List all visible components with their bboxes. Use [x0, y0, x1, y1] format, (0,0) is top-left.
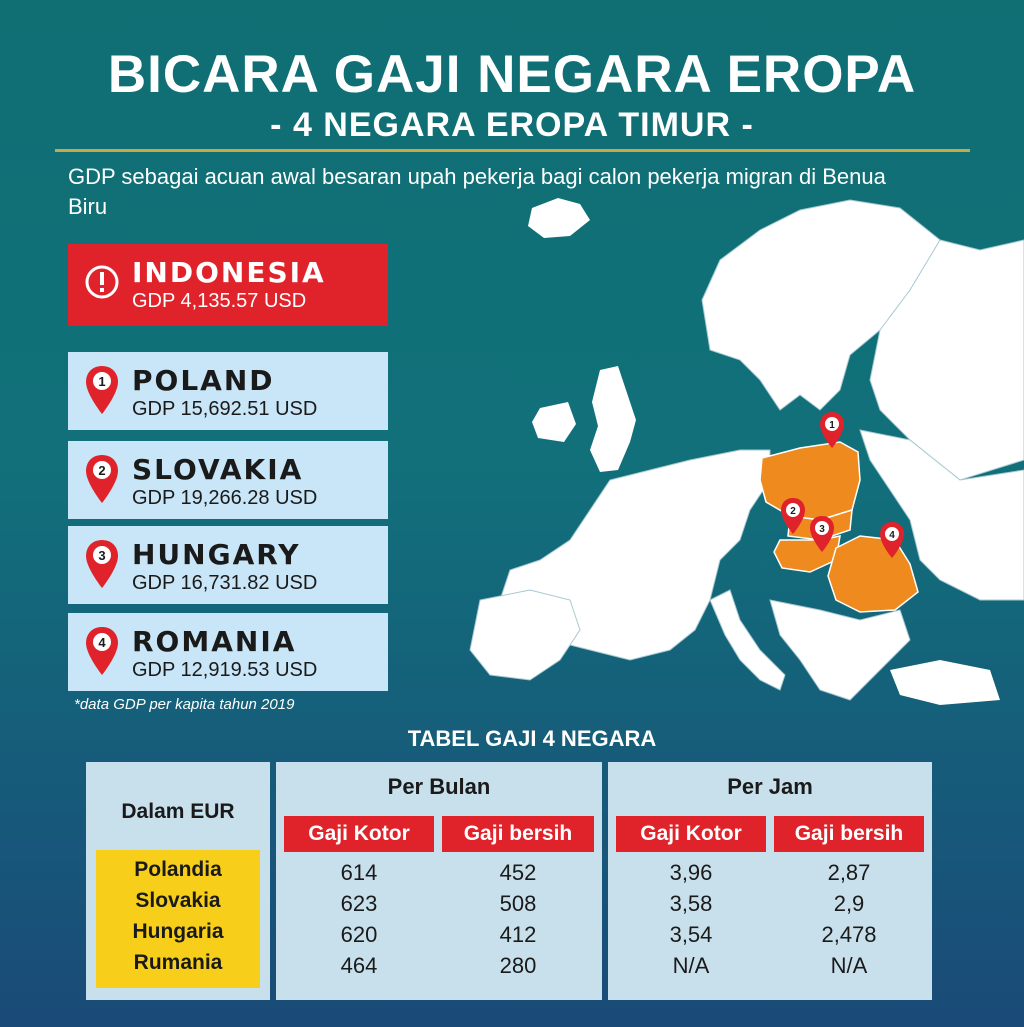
poland-shape	[759, 441, 861, 521]
italy-shape	[709, 589, 786, 691]
iberia-shape	[469, 589, 581, 681]
table-country: Rumania	[133, 951, 223, 974]
country-list: Polandia Slovakia Hungaria Rumania	[96, 850, 260, 988]
country-name: ROMANIA	[132, 625, 297, 658]
country-name: INDONESIA	[132, 256, 326, 289]
map-pin-number: 3	[819, 524, 825, 535]
period-heading: Per Bulan	[387, 774, 491, 799]
table-country: Hungaria	[132, 920, 224, 943]
intro-text: GDP sebagai acuan awal besaran upah peke…	[68, 164, 886, 219]
balkans-shape	[769, 599, 911, 701]
exclamation-icon	[85, 265, 119, 299]
map-pin-3: 3	[810, 516, 834, 552]
table-cell: 2,9	[833, 891, 865, 916]
europe-map: 1 2 3 4	[469, 198, 1024, 705]
country-gdp: GDP 12,919.53 USD	[132, 659, 318, 681]
hungary-card: 3 HUNGARY GDP 16,731.82 USD	[68, 526, 388, 604]
country-gdp: GDP 4,135.57 USD	[132, 290, 307, 312]
table-cell: 2,87	[827, 860, 871, 885]
column-header-net: Gaji bersih	[442, 816, 594, 852]
map-pin-2: 2	[781, 498, 805, 534]
footnote: *data GDP per kapita tahun 2019	[74, 696, 295, 713]
country-gdp: GDP 16,731.82 USD	[132, 572, 318, 594]
table-cell: 620	[340, 922, 378, 947]
northeast-shape	[869, 239, 1024, 481]
per-jam-panel: Per Jam Gaji Kotor Gaji bersih 3,96 2,87…	[608, 762, 932, 1000]
column-header-gross: Gaji Kotor	[616, 816, 766, 852]
map-pin-number: 2	[790, 506, 796, 517]
table-cell: 508	[499, 891, 537, 916]
divider	[55, 149, 970, 152]
indonesia-card: INDONESIA GDP 4,135.57 USD	[68, 244, 388, 326]
table-cell: 464	[340, 953, 378, 978]
country-gdp: GDP 15,692.51 USD	[132, 398, 318, 420]
ireland-shape	[532, 402, 576, 442]
table-cell: 2,478	[821, 922, 877, 947]
table-cell: 412	[499, 922, 537, 947]
uk-shape	[590, 366, 636, 472]
romania-shape	[827, 535, 919, 613]
country-gdp: GDP 19,266.28 USD	[132, 487, 318, 509]
country-name: HUNGARY	[132, 538, 301, 571]
map-pin-1: 1	[820, 412, 844, 448]
table-cell: 623	[340, 891, 378, 916]
table-cell: 280	[499, 953, 537, 978]
table-country: Polandia	[134, 858, 222, 881]
currency-label: Dalam EUR	[121, 800, 235, 823]
eastern-europe-shape	[859, 429, 1024, 601]
location-pin-icon: 3	[86, 540, 118, 588]
column-header-net: Gaji bersih	[774, 816, 924, 852]
table-cell: 452	[499, 860, 537, 885]
country-name: SLOVAKIA	[132, 453, 304, 486]
table-label-panel: Dalam EUR Polandia Slovakia Hungaria Rum…	[86, 762, 270, 1000]
map-pin-number: 4	[889, 530, 895, 541]
table-cell: 3,96	[669, 860, 713, 885]
table-cell: 3,58	[669, 891, 713, 916]
map-pin-number: 1	[829, 420, 835, 431]
pin-number: 1	[98, 374, 105, 389]
table-country: Slovakia	[135, 889, 221, 912]
table-cell: N/A	[830, 953, 868, 978]
table-cell: 3,54	[669, 922, 713, 947]
country-name: POLAND	[132, 364, 275, 397]
table-cell: N/A	[672, 953, 710, 978]
period-heading: Per Jam	[727, 774, 813, 799]
pin-number: 4	[98, 635, 106, 650]
map-pin-4: 4	[880, 522, 904, 558]
table-title: TABEL GAJI 4 NEGARA	[407, 726, 657, 751]
slovakia-card: 2 SLOVAKIA GDP 19,266.28 USD	[68, 441, 388, 519]
per-bulan-panel: Per Bulan Gaji Kotor Gaji bersih 614 452…	[276, 762, 602, 1000]
pin-number: 2	[98, 463, 105, 478]
iceland-shape	[528, 198, 590, 238]
location-pin-icon: 1	[86, 366, 118, 414]
poland-card: 1 POLAND GDP 15,692.51 USD	[68, 352, 388, 430]
page-title: BICARA GAJI NEGARA EROPA	[107, 45, 917, 104]
table-cell: 614	[340, 860, 378, 885]
turkey-shape	[890, 660, 1000, 705]
location-pin-icon: 2	[86, 455, 118, 503]
pin-number: 3	[98, 548, 105, 563]
page-subtitle: - 4 NEGARA EROPA TIMUR -	[270, 106, 754, 144]
column-header-gross: Gaji Kotor	[284, 816, 434, 852]
romania-card: 4 ROMANIA GDP 12,919.53 USD	[68, 613, 388, 691]
location-pin-icon: 4	[86, 627, 118, 675]
